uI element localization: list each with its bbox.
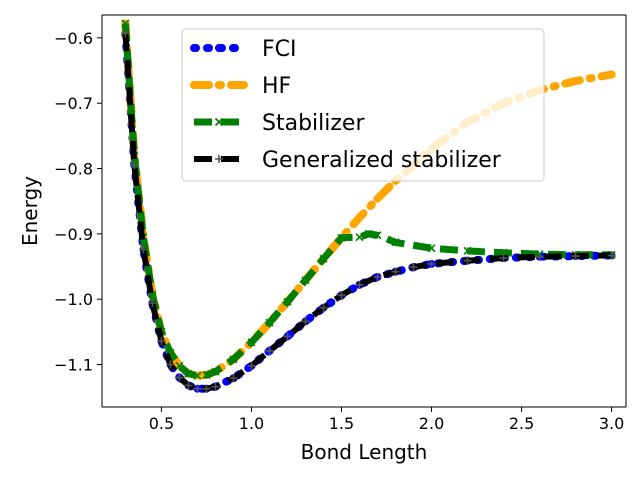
series-stabilizer (121, 19, 616, 380)
data-point-stabilizer (184, 369, 193, 378)
legend-marker-stabilizer (214, 117, 224, 127)
y-tick-label: −1.0 (54, 290, 93, 309)
data-point-generalized-stabilizer (202, 384, 211, 393)
series-generalized-stabilizer (121, 29, 616, 393)
data-point-stabilizer (337, 233, 346, 242)
data-point-generalized-stabilizer (319, 303, 328, 312)
data-point-stabilizer (202, 370, 211, 380)
data-point-stabilizer (229, 355, 238, 364)
x-tick-label: 1.0 (239, 414, 264, 433)
data-point-generalized-stabilizer (571, 252, 580, 261)
data-point-stabilizer (391, 238, 400, 247)
data-point-generalized-stabilizer (184, 381, 193, 390)
data-point-stabilizer (265, 318, 274, 327)
data-point-stabilizer (211, 367, 220, 376)
data-point-generalized-stabilizer (355, 280, 364, 289)
data-point-stabilizer (175, 361, 184, 370)
data-point-generalized-stabilizer (499, 254, 508, 263)
data-point-generalized-stabilizer (337, 291, 346, 300)
legend-frame (181, 28, 545, 182)
legend-entries: FCI HF Stabilizer Generalized stabilizer (190, 37, 502, 173)
data-point-generalized-stabilizer (139, 245, 148, 254)
x-tick-label: 0.5 (149, 414, 174, 433)
x-tick-label: 2.5 (509, 414, 534, 433)
data-point-stabilizer (121, 19, 130, 28)
y-axis-label: Energy (18, 176, 42, 246)
data-point-stabilizer (301, 276, 310, 285)
data-point-stabilizer (355, 233, 364, 242)
x-tick-label: 1.5 (329, 414, 354, 433)
data-point-stabilizer (364, 229, 373, 238)
data-point-generalized-stabilizer (535, 252, 544, 261)
data-point-hf (355, 213, 364, 222)
legend-label-stabilizer: Stabilizer (262, 111, 365, 136)
data-point-generalized-stabilizer (157, 337, 166, 346)
data-point-generalized-stabilizer (247, 361, 256, 370)
data-point-generalized-stabilizer (211, 382, 220, 391)
x-tick-label: 3.0 (599, 414, 624, 433)
data-point-generalized-stabilizer (229, 374, 238, 383)
data-point-generalized-stabilizer (121, 29, 130, 38)
data-point-stabilizer (283, 297, 292, 306)
x-tick-label: 2.0 (419, 414, 444, 433)
data-point-stabilizer (247, 338, 256, 347)
legend-label-fci: FCI (262, 37, 297, 62)
series-line-generalized-stabilizer (122, 33, 612, 392)
data-point-generalized-stabilizer (607, 251, 616, 260)
data-point-generalized-stabilizer (175, 373, 184, 382)
legend-marker-fci (215, 44, 223, 52)
y-tick-label: −0.9 (54, 225, 93, 244)
data-point-generalized-stabilizer (166, 360, 175, 369)
data-point-stabilizer (427, 244, 436, 253)
data-point-generalized-stabilizer (301, 317, 310, 326)
data-point-hf (373, 194, 382, 203)
legend-label-generalized-stabilizer: Generalized stabilizer (262, 148, 502, 173)
data-point-stabilizer (193, 371, 202, 380)
data-point-generalized-stabilizer (463, 256, 472, 265)
x-axis-label: Bond Length (301, 440, 428, 464)
data-point-generalized-stabilizer (391, 267, 400, 276)
data-point-generalized-stabilizer (130, 161, 139, 170)
data-point-generalized-stabilizer (148, 299, 157, 308)
y-tick-label: −0.8 (54, 160, 93, 179)
data-point-generalized-stabilizer (427, 259, 436, 268)
data-point-generalized-stabilizer (409, 263, 418, 272)
y-tick-label: −1.1 (54, 356, 93, 375)
legend: FCI HF Stabilizer Generalized stabilizer (181, 28, 545, 182)
legend-marker-generalized-stabilizer (215, 155, 223, 163)
legend-marker-hf (215, 81, 223, 89)
series-line-stabilizer (121, 23, 612, 380)
data-point-stabilizer (463, 246, 472, 255)
plot-frame (101, 14, 627, 408)
series-layer (121, 19, 616, 393)
x-axis-ticks: 0.5 1.0 1.5 2.0 2.5 3.0 (149, 407, 624, 433)
data-point-stabilizer (373, 231, 382, 240)
data-point-hf (607, 70, 616, 79)
y-tick-label: −0.6 (54, 29, 93, 48)
data-point-generalized-stabilizer (373, 272, 382, 281)
y-axis-ticks: −0.6 −0.7 −0.8 −0.9 −1.0 −1.1 (54, 29, 102, 375)
data-point-hf (571, 76, 580, 85)
series-line-hf (121, 19, 616, 380)
data-point-generalized-stabilizer (265, 346, 274, 355)
y-tick-label: −0.7 (54, 94, 93, 113)
legend-label-hf: HF (262, 74, 291, 99)
data-point-stabilizer (319, 254, 328, 263)
data-point-generalized-stabilizer (193, 384, 202, 393)
data-point-generalized-stabilizer (283, 332, 292, 341)
